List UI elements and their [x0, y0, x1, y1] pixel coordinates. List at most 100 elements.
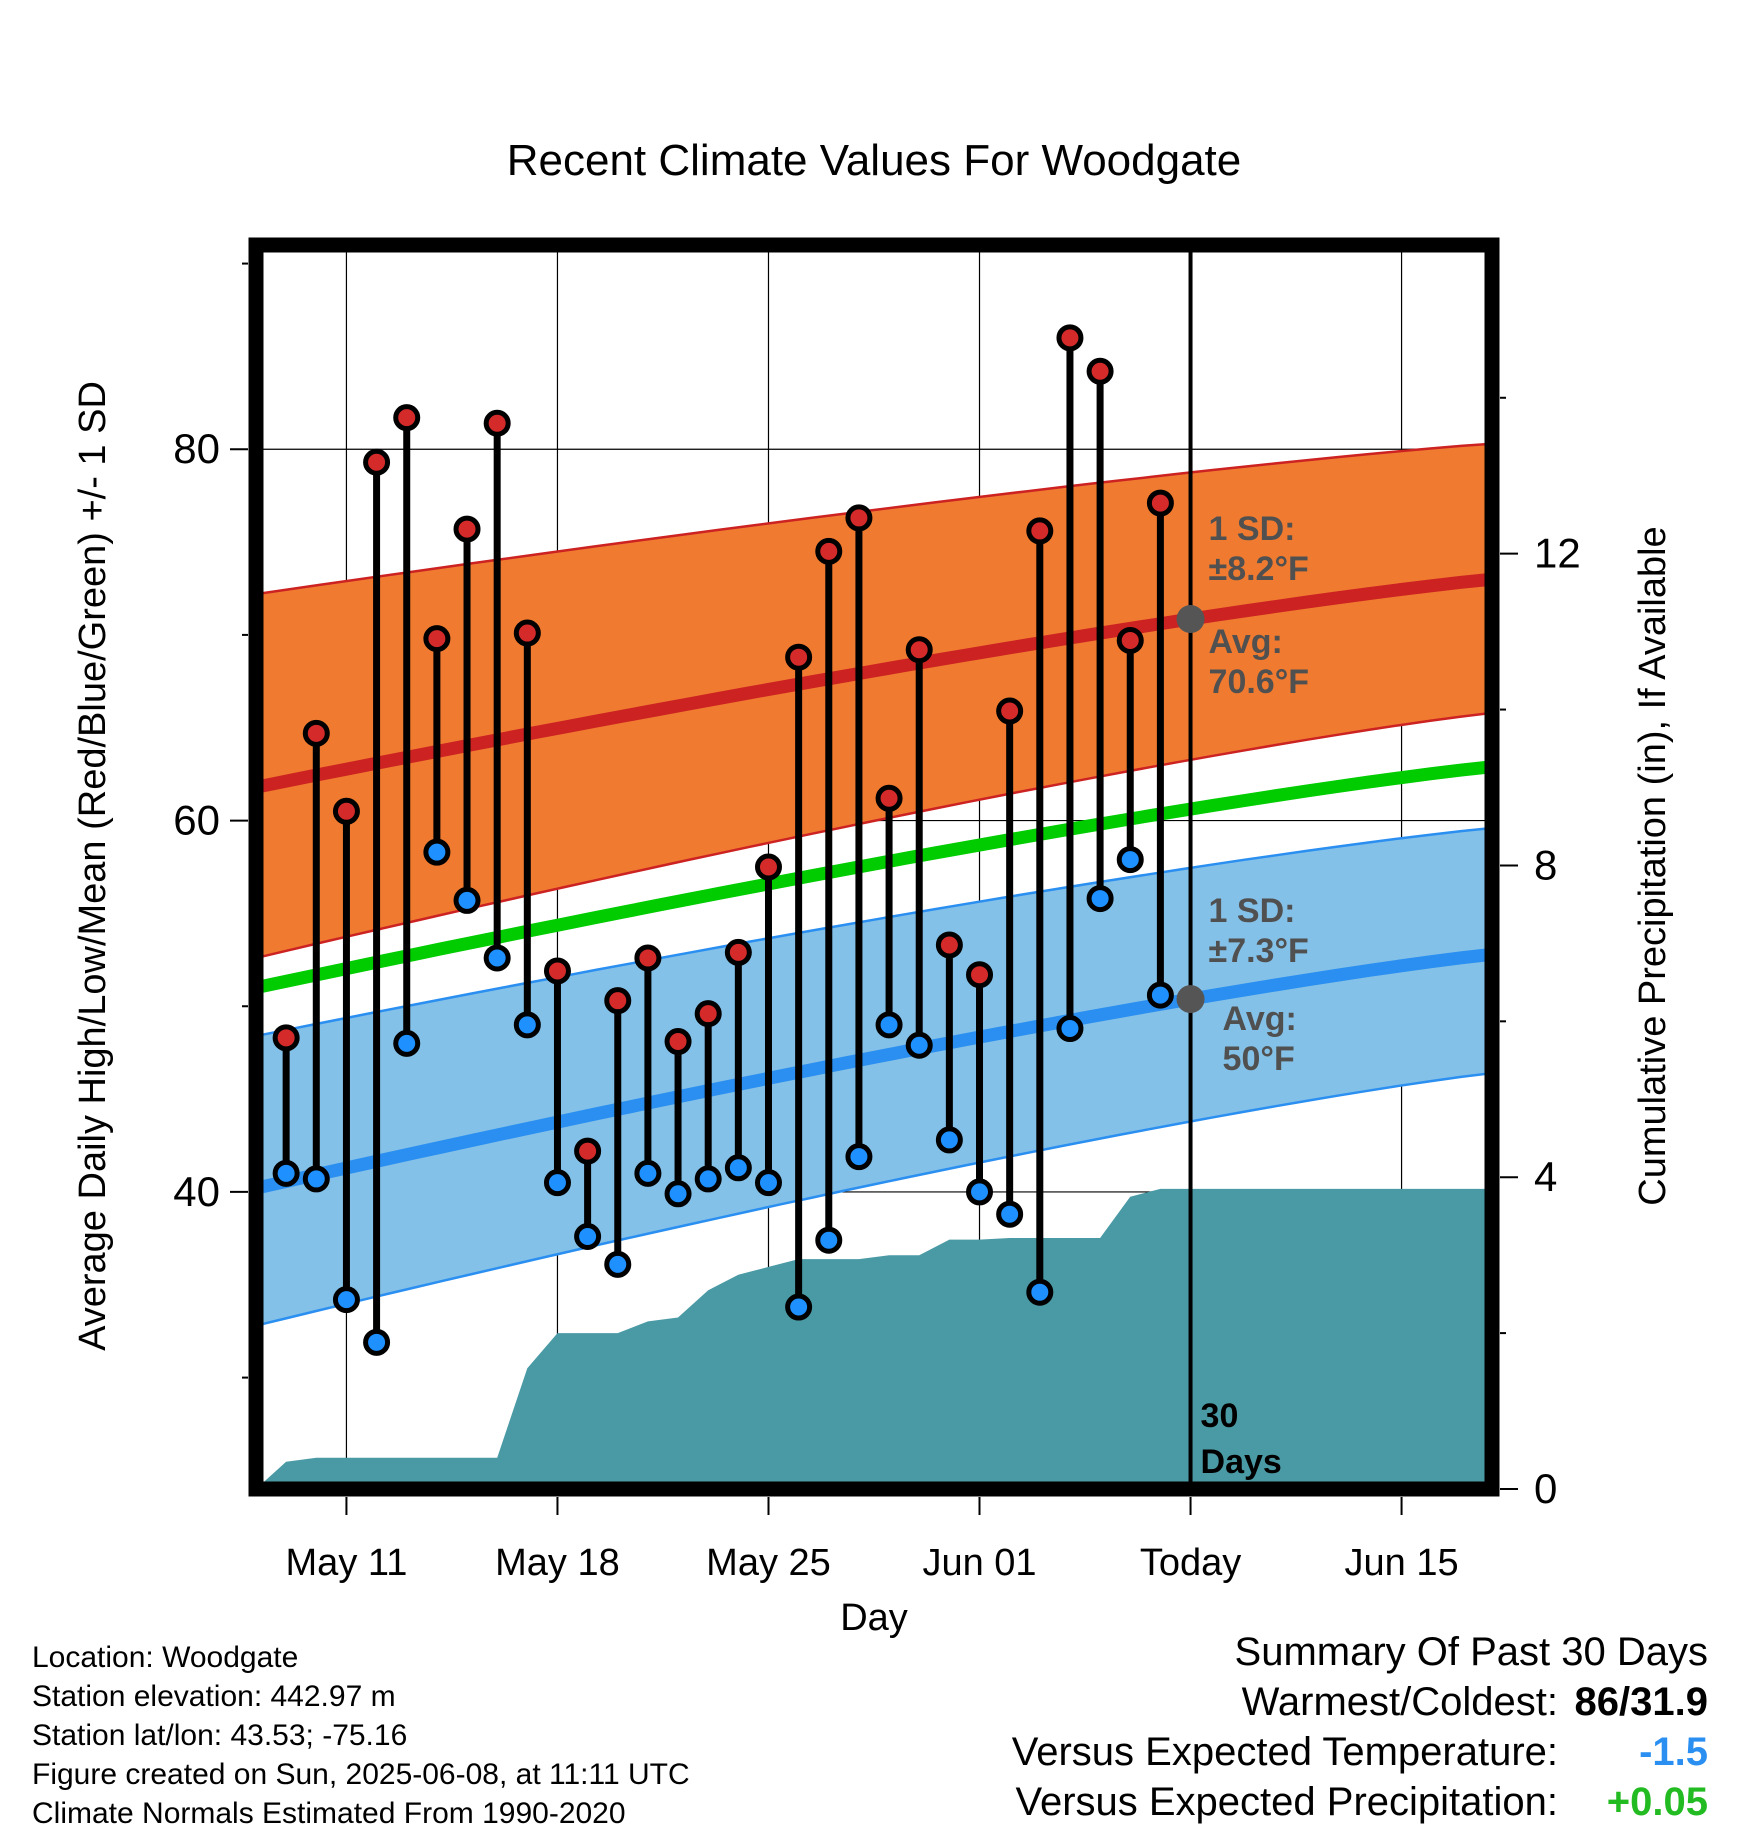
- daily-low-point: [905, 1031, 933, 1059]
- chart-title: Recent Climate Values For Woodgate: [507, 136, 1242, 185]
- daily-high-point: [604, 987, 632, 1015]
- daily-low-point: [845, 1143, 873, 1171]
- daily-low-point: [302, 1165, 330, 1193]
- daily-high-point: [1086, 357, 1114, 385]
- station-latlon: Station lat/lon: 43.53; -75.16: [32, 1719, 408, 1752]
- daily-low-point: [393, 1029, 421, 1057]
- daily-high-point: [363, 448, 391, 476]
- climate-normals-period: Climate Normals Estimated From 1990-2020: [32, 1797, 626, 1830]
- precip-area: [256, 1188, 1492, 1489]
- daily-high-point: [513, 619, 541, 647]
- daily-low-point: [815, 1226, 843, 1254]
- daily-high-point: [996, 697, 1024, 725]
- daily-low-point: [423, 838, 451, 866]
- daily-low-point: [694, 1165, 722, 1193]
- summary-panel: Summary Of Past 30 Days Warmest/Coldest:…: [808, 1630, 1708, 1830]
- daily-low-point: [513, 1011, 541, 1039]
- daily-low-point: [1026, 1278, 1054, 1306]
- station-location: Location: Woodgate: [32, 1641, 299, 1674]
- normal-high-line: [256, 572, 1492, 794]
- daily-low-point: [604, 1250, 632, 1278]
- annotation-low-avg: Avg:: [1223, 1000, 1297, 1038]
- daily-high-point: [694, 1000, 722, 1028]
- daily-high-point: [905, 636, 933, 664]
- daily-high-point: [815, 537, 843, 565]
- daily-low-point: [574, 1222, 602, 1250]
- daily-high-point: [935, 931, 963, 959]
- annotation-high-sd: ±8.2°F: [1209, 550, 1309, 588]
- x-tick-label: May 11: [286, 1542, 408, 1584]
- annotation-low-sd: 1 SD:: [1209, 892, 1296, 930]
- daily-high-point: [483, 409, 511, 437]
- daily-high-point: [332, 797, 360, 825]
- daily-low-point: [996, 1200, 1024, 1228]
- y2-tick-label: 4: [1534, 1153, 1557, 1200]
- y2-tick-label: 8: [1534, 841, 1557, 888]
- warmest-coldest-label: Warmest/Coldest:: [1241, 1680, 1558, 1724]
- low-sd-band: [256, 826, 1492, 1327]
- y-tick-label: 60: [173, 797, 220, 844]
- daily-high-point: [966, 961, 994, 989]
- daily-high-point: [423, 625, 451, 653]
- x-tick-label: Jun 15: [1345, 1542, 1459, 1584]
- daily-high-point: [543, 957, 571, 985]
- summary-temp-anomaly: Versus Expected Temperature: -1.5: [808, 1730, 1708, 1780]
- temp-anomaly-value: -1.5: [1639, 1730, 1708, 1774]
- daily-high-point: [1146, 489, 1174, 517]
- summary-title: Summary Of Past 30 Days: [1234, 1630, 1708, 1674]
- x-tick-label: Today: [1140, 1542, 1241, 1584]
- annotation-high-avg: 70.6°F: [1209, 663, 1310, 701]
- daily-high-point: [453, 515, 481, 543]
- daily-low-point: [875, 1011, 903, 1039]
- daily-low-point: [935, 1126, 963, 1154]
- figure-created: Figure created on Sun, 2025-06-08, at 11…: [32, 1758, 690, 1791]
- daily-low-point: [1146, 981, 1174, 1009]
- temp-anomaly-label: Versus Expected Temperature:: [1011, 1730, 1558, 1774]
- annotation-high-sd: 1 SD:: [1209, 510, 1296, 548]
- daily-low-point: [272, 1159, 300, 1187]
- today-label-number: 30: [1201, 1397, 1239, 1435]
- x-axis-label: Day: [840, 1597, 908, 1639]
- y2-axis-label: Cumulative Precipitation (in), If Availa…: [1632, 526, 1674, 1205]
- daily-low-point: [363, 1328, 391, 1356]
- annotation-high-avg: Avg:: [1209, 623, 1283, 661]
- high-sd-band: [256, 442, 1492, 960]
- daily-high-point: [1056, 324, 1084, 352]
- x-tick-label: Jun 01: [922, 1542, 1036, 1584]
- daily-low-point: [966, 1178, 994, 1206]
- daily-low-point: [453, 886, 481, 914]
- daily-low-point: [724, 1154, 752, 1182]
- precip-anomaly-value: +0.05: [1606, 1780, 1708, 1824]
- daily-high-point: [302, 719, 330, 747]
- y2-tick-label: 0: [1534, 1465, 1557, 1512]
- x-tick-label: May 18: [495, 1542, 620, 1584]
- summary-warmest-coldest: Warmest/Coldest: 86/31.9: [808, 1680, 1708, 1730]
- daily-low-point: [785, 1293, 813, 1321]
- daily-high-point: [845, 504, 873, 532]
- normal-mean-line: [256, 760, 1492, 995]
- daily-high-point: [272, 1024, 300, 1052]
- warmest-coldest-value: 86/31.9: [1574, 1680, 1708, 1724]
- daily-high-point: [574, 1137, 602, 1165]
- daily-low-point: [483, 944, 511, 972]
- daily-high-point: [875, 784, 903, 812]
- daily-high-point: [724, 938, 752, 966]
- daily-high-point: [634, 944, 662, 972]
- daily-high-point: [393, 404, 421, 432]
- precip-anomaly-label: Versus Expected Precipitation:: [1015, 1780, 1558, 1824]
- daily-low-point: [634, 1159, 662, 1187]
- x-tick-label: May 25: [706, 1542, 831, 1584]
- normal-low-line: [256, 947, 1492, 1195]
- station-info: Location: Woodgate Station elevation: 44…: [32, 1638, 690, 1833]
- daily-high-point: [1026, 517, 1054, 545]
- y-tick-label: 40: [173, 1168, 220, 1215]
- daily-low-point: [543, 1169, 571, 1197]
- annotation-low-avg: 50°F: [1223, 1040, 1295, 1078]
- today-high-normal-marker: [1176, 605, 1205, 634]
- y2-tick-label: 12: [1534, 530, 1581, 577]
- daily-high-point: [754, 853, 782, 881]
- daily-low-point: [332, 1286, 360, 1314]
- daily-low-point: [1056, 1015, 1084, 1043]
- today-low-normal-marker: [1176, 985, 1205, 1014]
